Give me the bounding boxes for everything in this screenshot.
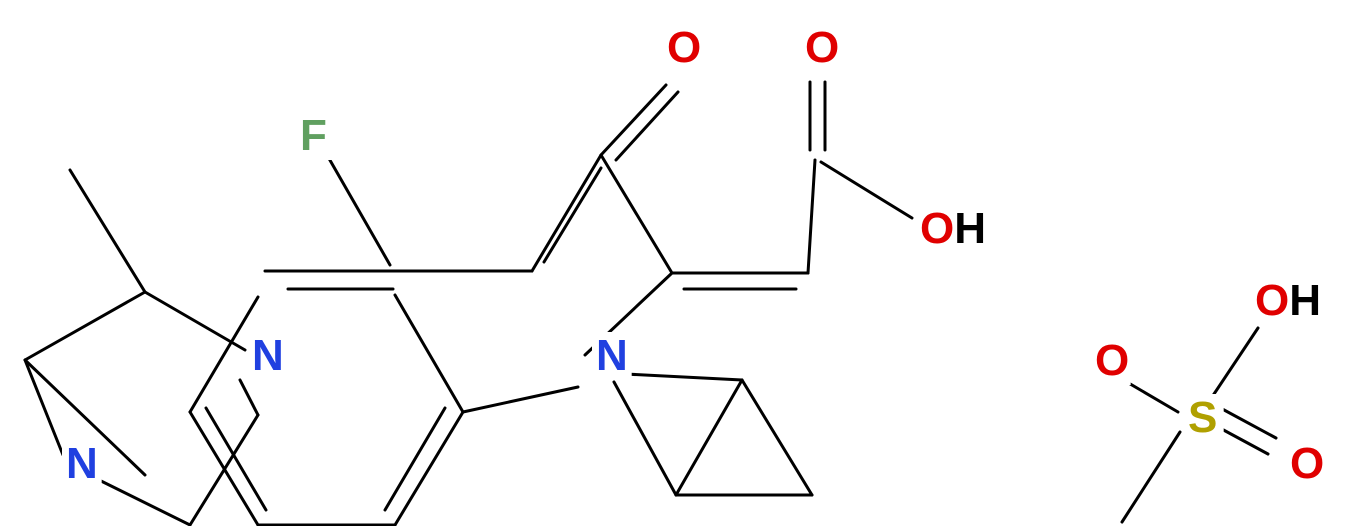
atom-label-o-5: O: [805, 23, 839, 72]
atom-label-f-0: F: [300, 111, 327, 160]
molecule-drawing: F N N N O O OH O OH S O: [0, 0, 1358, 526]
atom-label-n-1: N: [252, 331, 284, 380]
atom-label-o-7: O: [1095, 336, 1129, 385]
atom-label-s-9: S: [1188, 393, 1217, 442]
atom-label-o-10: O: [1290, 439, 1324, 488]
canvas-background: [0, 0, 1358, 526]
atom-label-oh-8: OH: [1255, 276, 1321, 325]
atom-label-n-2: N: [66, 439, 98, 488]
atom-label-oh-6: OH: [920, 204, 986, 253]
atom-label-n-3: N: [596, 331, 628, 380]
atom-label-o-4: O: [667, 23, 701, 72]
